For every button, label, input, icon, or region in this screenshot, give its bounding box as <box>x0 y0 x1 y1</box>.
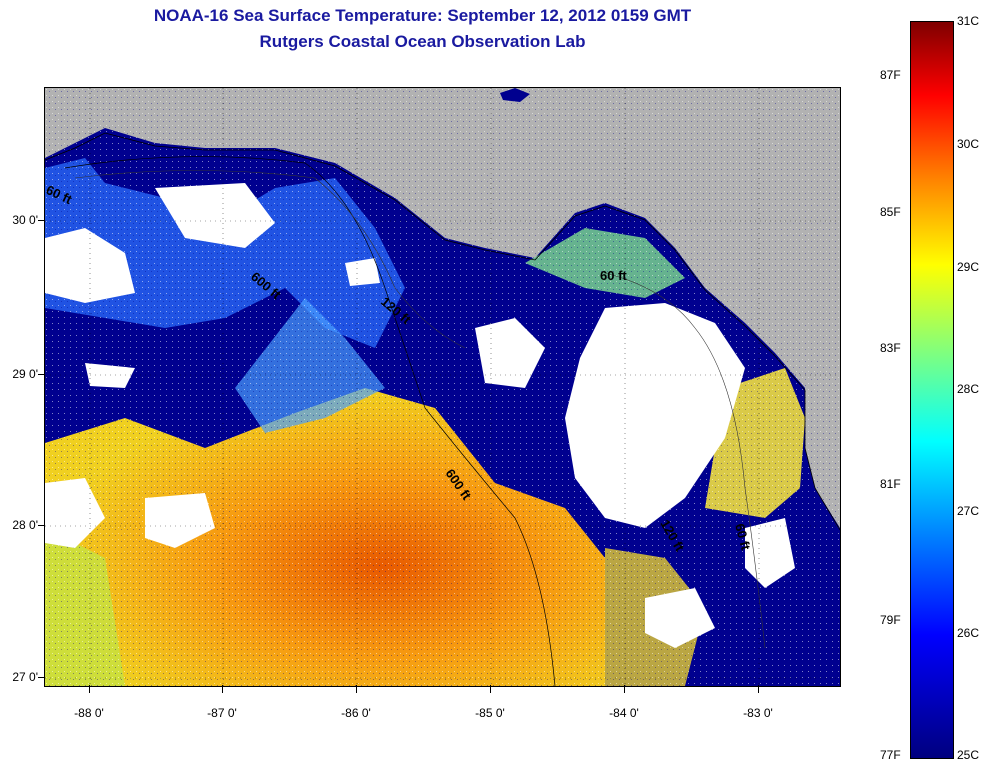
y-tick <box>38 677 44 678</box>
cloud-patch <box>145 493 215 548</box>
lon-label: -85 0' <box>475 706 505 720</box>
isobath-120ft <box>74 170 466 349</box>
colorbar-fahrenheit-label: 87F <box>880 68 901 82</box>
colorbar-fahrenheit-label: 79F <box>880 613 901 627</box>
cloud-patch <box>565 303 745 528</box>
cloud-patch <box>45 228 135 303</box>
colorbar-fahrenheit-label: 85F <box>880 205 901 219</box>
y-tick <box>38 374 44 375</box>
colorbar-celsius-label: 30C <box>957 137 980 151</box>
x-tick <box>490 685 491 693</box>
colorbar-celsius-label: 25C <box>957 748 980 762</box>
isobath-600ft <box>64 156 556 686</box>
x-tick <box>624 685 625 693</box>
lat-label: 28 0' <box>12 518 38 532</box>
isobath-60ft <box>604 272 766 649</box>
cloud-patch <box>745 518 795 588</box>
lat-label: 29 0' <box>12 367 38 381</box>
cloud-patch <box>475 318 545 388</box>
cloud-patch <box>345 258 380 286</box>
colorbar-celsius-label: 29C <box>957 260 980 274</box>
colorbar-fahrenheit-label: 81F <box>880 477 901 491</box>
lon-label: -83 0' <box>743 706 773 720</box>
colorbar-fahrenheit-label: 83F <box>880 341 901 355</box>
cloud-patch <box>645 588 715 648</box>
x-tick <box>758 685 759 693</box>
y-tick <box>38 525 44 526</box>
lon-label: -84 0' <box>609 706 639 720</box>
lon-label: -88 0' <box>74 706 104 720</box>
colorbar-celsius-label: 28C <box>957 382 980 396</box>
chart-title: NOAA-16 Sea Surface Temperature: Septemb… <box>153 6 692 25</box>
lat-label: 27 0' <box>12 670 38 684</box>
lon-label: -86 0' <box>341 706 371 720</box>
contour-label: 60 ft <box>600 268 627 283</box>
sst-map[interactable]: 600 ft 120 ft 60 ft 60 ft 600 ft 120 ft … <box>44 87 841 687</box>
cloud-patch <box>155 183 275 248</box>
x-tick <box>356 685 357 693</box>
colorbar-celsius-label: 27C <box>957 504 980 518</box>
cloud-patch <box>85 363 135 388</box>
sst-map-canvas: 600 ft 120 ft 60 ft 60 ft 600 ft 120 ft … <box>45 88 840 686</box>
y-tick <box>38 220 44 221</box>
colorbar-celsius-label: 31C <box>957 14 980 28</box>
cloud-patch <box>45 478 105 548</box>
contour-label: 60 ft <box>732 522 754 552</box>
colorbar-fahrenheit-label: 77F <box>880 748 901 762</box>
coastline <box>45 132 840 531</box>
x-tick <box>222 685 223 693</box>
island <box>500 88 530 102</box>
colorbar <box>910 21 954 759</box>
colorbar-celsius-label: 26C <box>957 626 980 640</box>
lat-label: 30 0' <box>12 213 38 227</box>
x-tick <box>89 685 90 693</box>
lon-label: -87 0' <box>207 706 237 720</box>
chart-subtitle: Rutgers Coastal Ocean Observation Lab <box>259 32 586 51</box>
